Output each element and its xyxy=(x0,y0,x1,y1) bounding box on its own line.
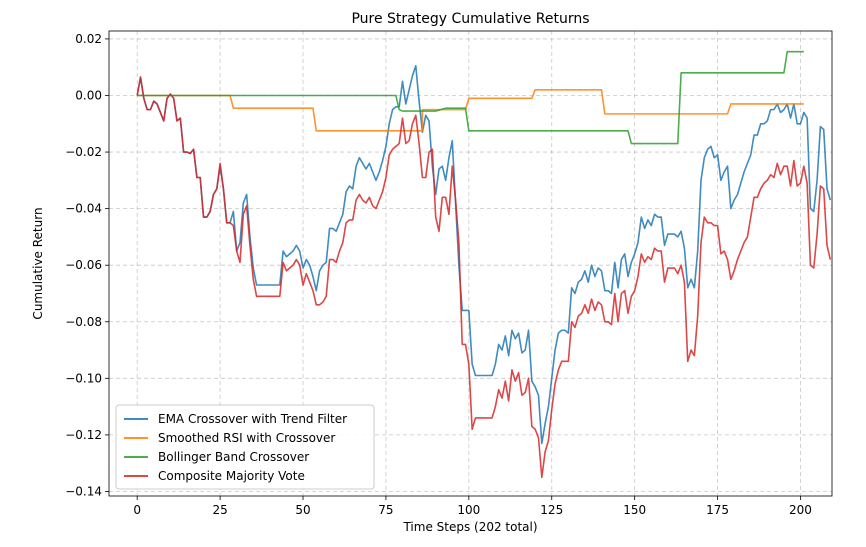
x-axis-ticks: 0 25 50 75 100 125 150 175 200 xyxy=(133,496,812,517)
y-axis-ticks: −0.14 −0.12 −0.10 −0.08 −0.06 −0.04 −0.02 0.00 0… xyxy=(65,32,109,498)
legend-box xyxy=(115,404,375,490)
legend-label: Bollinger Band Crossover xyxy=(158,450,309,464)
x-tick-label: 50 xyxy=(295,503,310,517)
plot-frame xyxy=(108,30,833,497)
series-line-3 xyxy=(137,50,804,145)
y-tick-label: −0.12 xyxy=(65,428,102,442)
x-tick-label: 200 xyxy=(789,503,812,517)
series-line-2 xyxy=(137,89,804,132)
chart-title: Pure Strategy Cumulative Returns xyxy=(351,11,589,27)
y-tick-label: −0.02 xyxy=(65,145,102,159)
x-tick-label: 0 xyxy=(133,503,141,517)
x-axis-title: Time Steps (202 total) xyxy=(402,520,537,534)
x-tick-label: 150 xyxy=(623,503,646,517)
x-tick-label: 175 xyxy=(706,503,729,517)
y-tick-label: 0.02 xyxy=(75,32,102,46)
legend: EMA Crossover with Trend Filter Smoothed … xyxy=(115,404,375,490)
x-tick-label: 125 xyxy=(540,503,563,517)
series-line-4 xyxy=(136,76,832,479)
y-tick-label: −0.06 xyxy=(65,258,102,272)
legend-label: Composite Majority Vote xyxy=(158,469,305,483)
x-tick-label: 25 xyxy=(212,503,227,517)
x-tick-label: 100 xyxy=(457,503,480,517)
y-tick-label: −0.08 xyxy=(65,315,102,329)
y-tick-label: −0.10 xyxy=(65,371,102,385)
x-tick-label: 75 xyxy=(378,503,393,517)
series-line-1 xyxy=(136,64,832,445)
y-tick-label: 0.00 xyxy=(75,88,102,102)
y-tick-label: −0.14 xyxy=(65,484,102,498)
legend-label: EMA Crossover with Trend Filter xyxy=(158,412,347,426)
legend-label: Smoothed RSI with Crossover xyxy=(158,431,335,445)
y-tick-label: −0.04 xyxy=(65,202,102,216)
series-lines xyxy=(136,50,832,479)
y-axis-title: Cumulative Return xyxy=(31,207,45,319)
